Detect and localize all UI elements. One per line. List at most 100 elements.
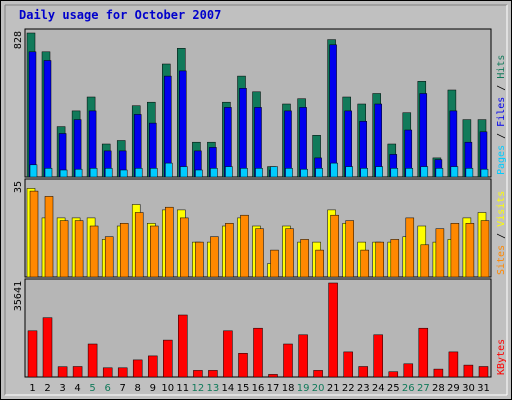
sites-bar-12 bbox=[195, 241, 204, 278]
pages-bar-14 bbox=[225, 166, 233, 178]
files-bar-8 bbox=[133, 114, 142, 178]
files-bar-15 bbox=[239, 88, 247, 178]
legend-hits: Hits bbox=[496, 55, 507, 79]
sites-bar-3 bbox=[59, 220, 69, 278]
kbytes-bar-4 bbox=[72, 366, 83, 378]
files-bar-19 bbox=[299, 107, 307, 178]
pages-bar-28 bbox=[435, 168, 444, 178]
kbytes-bar-27 bbox=[418, 327, 429, 378]
files-bar-21 bbox=[329, 44, 337, 178]
sites-bar-10 bbox=[165, 206, 174, 278]
kbytes-ymax-label: 35641 bbox=[13, 281, 24, 311]
day-label-24: 24 bbox=[372, 383, 385, 394]
day-label-17: 17 bbox=[267, 383, 280, 394]
day-label-11: 11 bbox=[176, 383, 189, 394]
kbytes-bar-18 bbox=[283, 343, 293, 378]
kbytes-bar-20 bbox=[313, 370, 323, 378]
pages-bar-10 bbox=[165, 162, 173, 178]
hits-legend: Pages / Files / Hits bbox=[496, 55, 507, 175]
visits-ymax-label: 35 bbox=[13, 181, 24, 193]
sites-bar-27 bbox=[420, 244, 430, 278]
day-label-27: 27 bbox=[417, 383, 430, 394]
pages-bar-8 bbox=[134, 168, 143, 178]
sites-bar-31 bbox=[480, 220, 490, 278]
sites-bar-1 bbox=[29, 190, 39, 278]
bars-layer bbox=[26, 32, 490, 378]
files-bar-2 bbox=[43, 60, 52, 178]
day-label-30: 30 bbox=[462, 383, 475, 394]
kbytes-bar-31 bbox=[478, 366, 489, 378]
pages-bar-3 bbox=[59, 169, 68, 178]
pages-bar-26 bbox=[405, 168, 414, 178]
visits-legend-sep: / bbox=[496, 227, 507, 245]
visits-legend: Sites / Visits bbox=[496, 191, 507, 275]
day-label-1: 1 bbox=[29, 383, 35, 394]
kbytes-bar-11 bbox=[178, 314, 188, 378]
kbytes-bar-7 bbox=[117, 367, 128, 378]
kbytes-bar-23 bbox=[358, 366, 368, 378]
pages-bar-16 bbox=[255, 168, 263, 178]
pages-bar-29 bbox=[450, 166, 459, 178]
legends: Pages / Files / Hits Sites / Visits KBytes bbox=[496, 55, 507, 375]
files-bar-18 bbox=[284, 110, 292, 178]
sites-bar-26 bbox=[405, 217, 415, 278]
sites-bar-22 bbox=[345, 220, 354, 278]
files-bar-4 bbox=[73, 119, 82, 178]
kbytes-bar-1 bbox=[27, 330, 38, 378]
sites-bar-24 bbox=[375, 241, 384, 278]
sites-bar-18 bbox=[285, 228, 294, 278]
legend-files: Files bbox=[496, 97, 507, 127]
kbytes-bar-17 bbox=[268, 374, 278, 378]
pages-bar-30 bbox=[465, 168, 474, 178]
day-label-7: 7 bbox=[120, 383, 126, 394]
pages-bar-1 bbox=[29, 164, 38, 178]
pages-bar-23 bbox=[360, 168, 368, 178]
day-label-2: 2 bbox=[44, 383, 50, 394]
pages-bar-6 bbox=[104, 168, 113, 178]
pages-bar-22 bbox=[345, 166, 353, 178]
pages-bar-2 bbox=[44, 168, 53, 178]
day-label-28: 28 bbox=[432, 383, 445, 394]
kbytes-bar-26 bbox=[403, 363, 414, 378]
day-label-20: 20 bbox=[312, 383, 325, 394]
hits-legend-sep: / bbox=[496, 79, 507, 97]
day-labels: 1 2 3 4 5 6 7 8 9 10 11 12 13 14 15 16 17 18 19 20 21 22 23 24 2… bbox=[29, 383, 490, 394]
kbytes-bar-25 bbox=[388, 371, 399, 378]
files-bar-24 bbox=[374, 103, 382, 178]
sites-bar-7 bbox=[119, 223, 129, 278]
day-label-9: 9 bbox=[150, 383, 156, 394]
kbytes-bar-28 bbox=[433, 368, 444, 378]
sites-bar-16 bbox=[255, 228, 264, 278]
pages-bar-11 bbox=[180, 166, 188, 178]
files-bar-16 bbox=[254, 107, 262, 178]
kbytes-bar-6 bbox=[102, 367, 113, 378]
sites-bar-13 bbox=[210, 236, 219, 278]
day-label-26: 26 bbox=[402, 383, 415, 394]
pages-bar-18 bbox=[285, 168, 293, 178]
day-label-15: 15 bbox=[237, 383, 250, 394]
sites-bar-11 bbox=[180, 217, 189, 278]
day-label-10: 10 bbox=[161, 383, 174, 394]
day-label-3: 3 bbox=[59, 383, 65, 394]
sites-bar-2 bbox=[44, 196, 54, 278]
files-bar-27 bbox=[419, 93, 428, 178]
sites-bar-14 bbox=[225, 223, 234, 278]
day-label-22: 22 bbox=[342, 383, 355, 394]
kbytes-bar-8 bbox=[132, 359, 143, 378]
day-label-12: 12 bbox=[192, 383, 205, 394]
day-label-31: 31 bbox=[477, 383, 490, 394]
hits-ymax-label: 828 bbox=[13, 31, 24, 49]
sites-bar-30 bbox=[465, 223, 475, 278]
pages-bar-7 bbox=[119, 169, 128, 178]
kbytes-bar-15 bbox=[238, 353, 248, 378]
kbytes-bar-21 bbox=[328, 282, 338, 378]
pages-bar-15 bbox=[240, 168, 248, 178]
legend-pages: Pages bbox=[496, 145, 507, 175]
kbytes-bar-14 bbox=[223, 330, 233, 378]
kbytes-bar-5 bbox=[87, 343, 98, 378]
pages-bar-21 bbox=[330, 162, 338, 178]
hits-legend-sep: / bbox=[496, 127, 507, 145]
sites-bar-21 bbox=[330, 214, 339, 278]
kbytes-bar-19 bbox=[298, 334, 308, 378]
